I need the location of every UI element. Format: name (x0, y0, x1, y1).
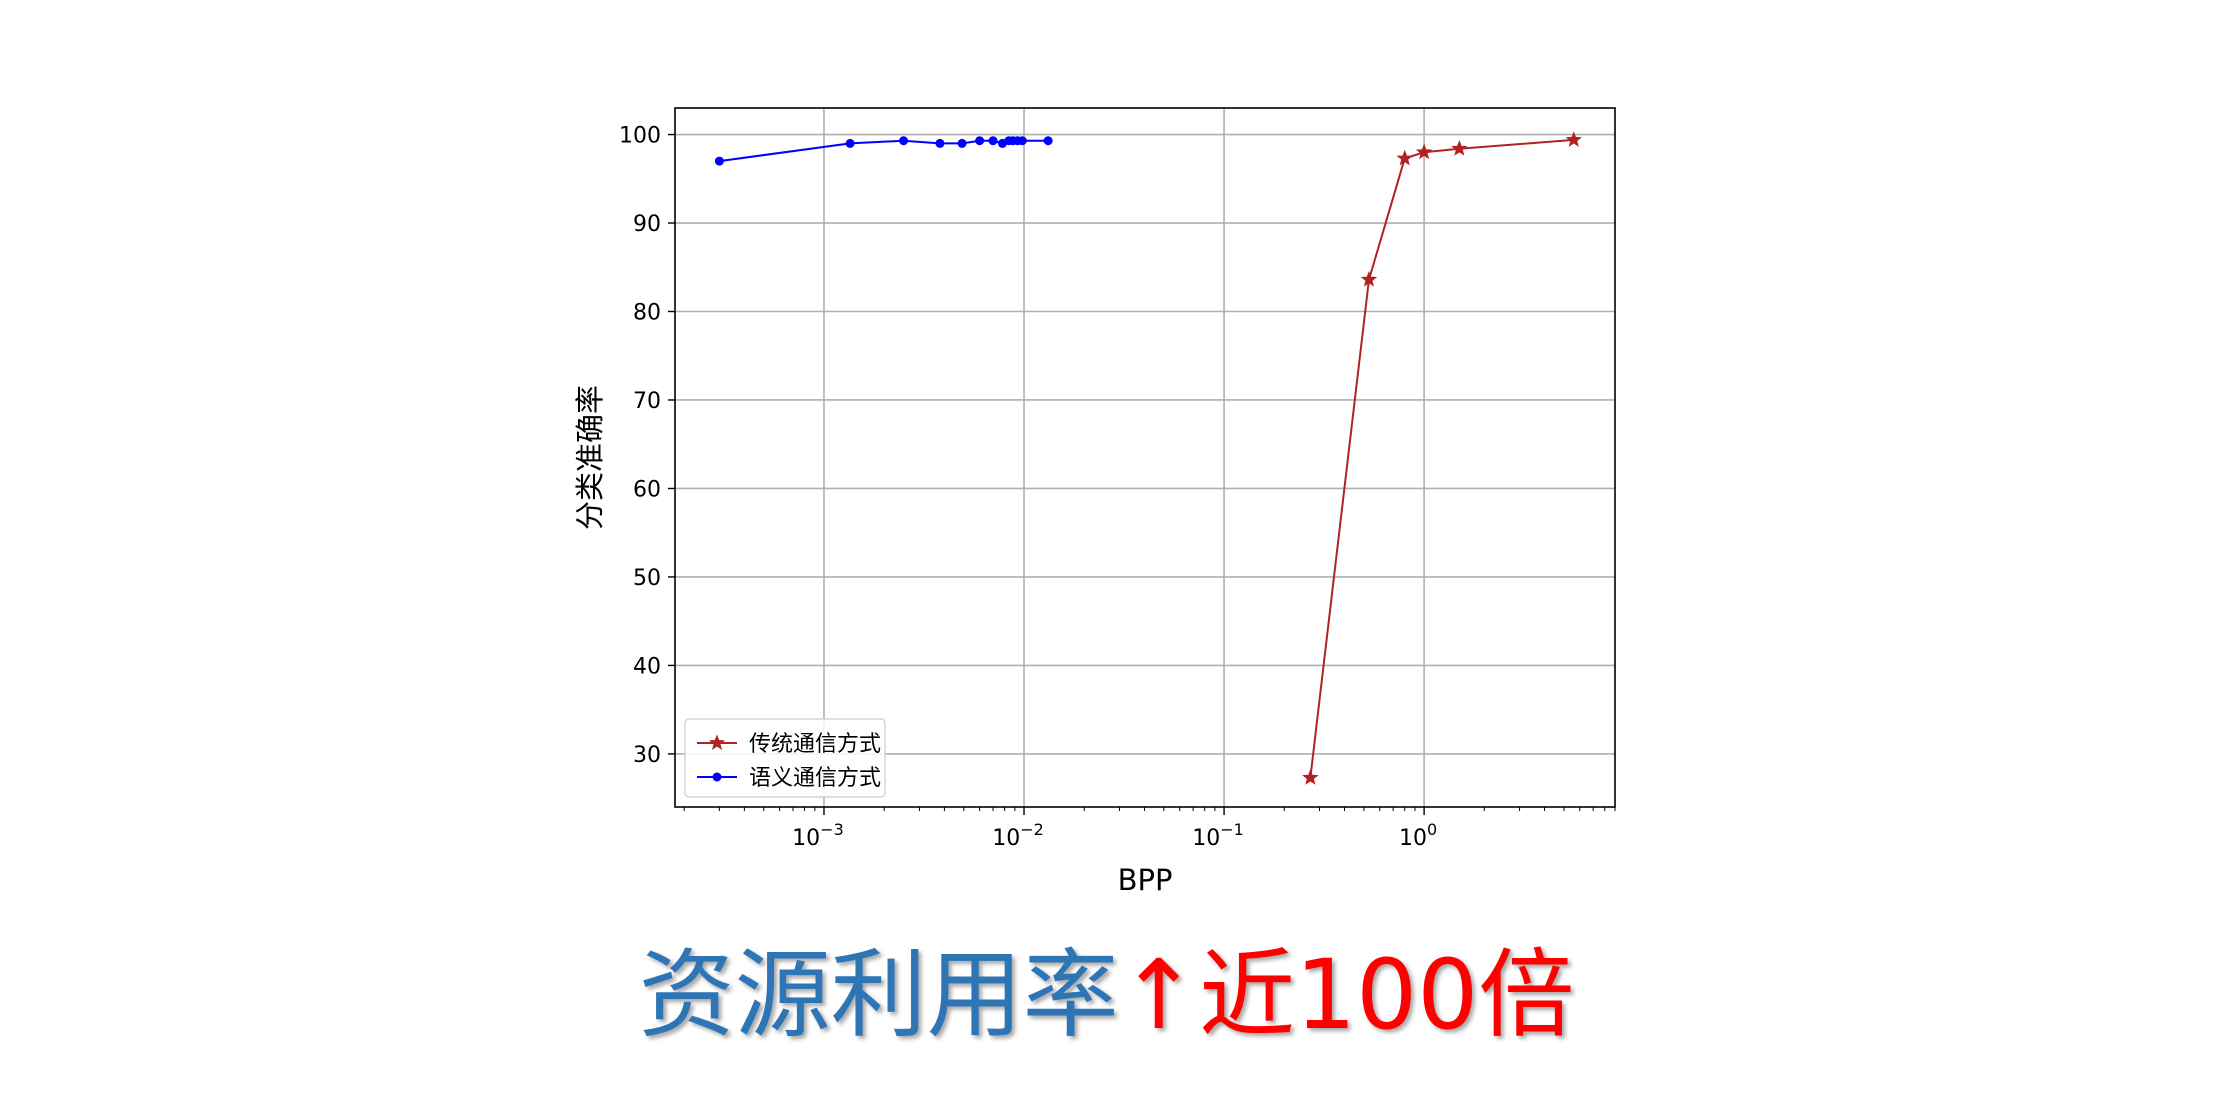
data-point (714, 156, 724, 166)
y-tick-label: 100 (619, 124, 661, 149)
legend-swatch-marker (712, 772, 722, 782)
axes: 30 40 50 60 70 80 90 100 10−3 10−2 10−1 100 (619, 107, 1616, 851)
data-point (1302, 769, 1319, 785)
series-line (1309, 138, 1574, 778)
legend-entry: 语义通信方式 (697, 766, 881, 791)
data-point (899, 136, 909, 146)
legend-entry: 传统通信方式 (697, 732, 881, 757)
data-point (1451, 140, 1468, 156)
data-point (975, 136, 985, 146)
x-tick-label: 10−2 (992, 820, 1044, 851)
caption-arrow-up: ↑ (1118, 939, 1200, 1051)
series-1 (1302, 131, 1582, 785)
y-tick-label: 70 (633, 389, 661, 414)
data-point (1360, 271, 1378, 287)
data-point (1415, 143, 1433, 160)
caption-resource-utilization: 资源利用率 (638, 939, 1119, 1051)
data-point (845, 138, 855, 148)
y-tick-label: 80 (633, 301, 661, 326)
legend-swatch-marker (708, 734, 726, 750)
x-axis-label: BPP (1118, 863, 1173, 897)
plot-frame (674, 107, 1616, 808)
series-2 (714, 136, 1053, 166)
y-tick-label: 60 (633, 477, 661, 502)
x-tick-label: 10−3 (792, 820, 844, 851)
caption: 资源利用率↑近100倍 (0, 935, 2213, 1055)
legend-label: 语义通信方式 (749, 766, 881, 791)
y-tick-label: 50 (633, 566, 661, 591)
legend-label: 传统通信方式 (749, 732, 881, 757)
y-tick-label: 30 (633, 743, 661, 768)
data-point (1565, 131, 1582, 147)
data-point (1043, 136, 1053, 146)
caption-nearly-100x: 近100倍 (1199, 939, 1575, 1051)
data-point (957, 138, 967, 148)
accuracy-vs-bpp-chart: 30 40 50 60 70 80 90 100 10−3 10−2 10−1 100 传统通信方式语… (573, 107, 1616, 897)
data-point (1017, 136, 1027, 146)
grid (675, 108, 1615, 807)
data-point (988, 136, 998, 146)
series-layer (714, 131, 1582, 785)
data-point (935, 138, 945, 148)
data-point (1396, 149, 1413, 166)
y-axis-label: 分类准确率 (573, 385, 607, 530)
x-tick-label: 100 (1399, 820, 1437, 851)
x-tick-label: 10−1 (1192, 820, 1244, 851)
y-tick-label: 90 (633, 212, 661, 237)
y-tick-label: 40 (633, 654, 661, 679)
